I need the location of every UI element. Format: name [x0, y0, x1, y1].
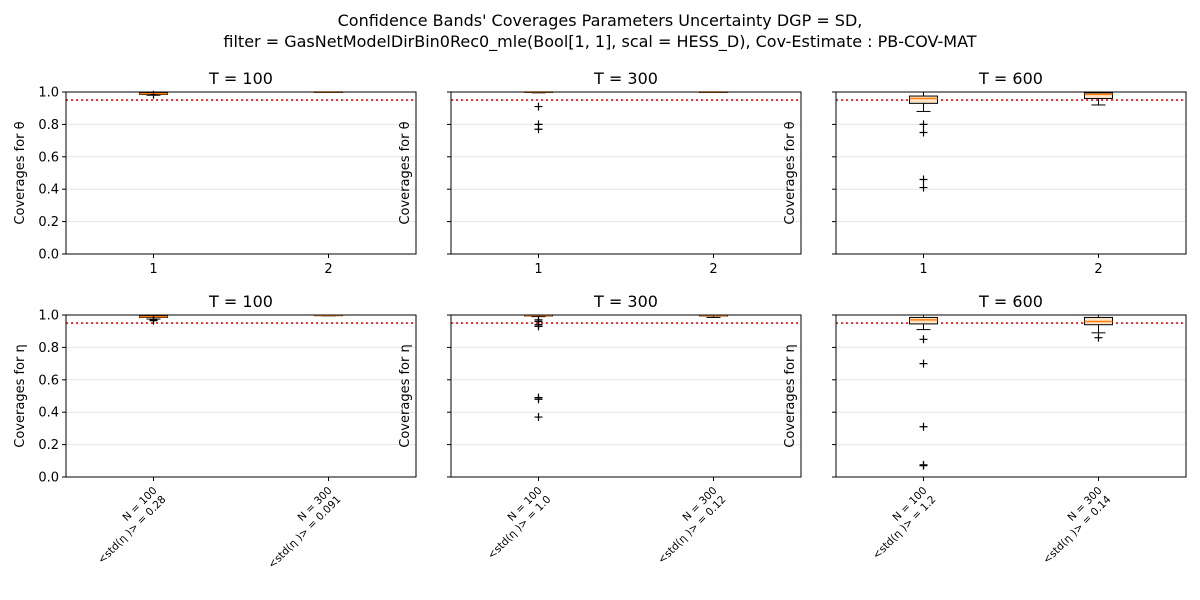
- y-axis-label: Coverages for η: [783, 344, 798, 447]
- box-body: [909, 316, 938, 325]
- y-axis-label: Coverages for θ: [783, 121, 798, 224]
- axes-frame: [450, 314, 802, 478]
- figure-title-line-2: filter = GasNetModelDirBin0Rec0_mle(Bool…: [223, 32, 976, 52]
- y-tick-label: 0.2: [38, 438, 59, 453]
- outlier-point: [534, 125, 543, 134]
- box-2: [1084, 91, 1113, 106]
- y-axis-label: Coverages for η: [398, 344, 413, 447]
- subplot-title: T = 600: [978, 69, 1043, 88]
- outlier-point: [919, 183, 928, 192]
- outlier-point: [534, 102, 543, 111]
- subplot-2: 1 2 T = 300 Coverages for θ: [398, 69, 802, 277]
- axes-frame: [450, 91, 802, 255]
- outlier-point: [534, 395, 543, 404]
- box-2: [1084, 314, 1113, 342]
- y-tick-label: 0.4: [38, 183, 59, 198]
- y-tick-label: 0.0: [38, 471, 59, 486]
- box-1: [524, 314, 553, 422]
- y-tick-label: 1.0: [38, 86, 59, 101]
- axes-frame: [65, 314, 417, 478]
- subplot-5: N = 100<std(η )> = 1.0 N = 300<std(η )> =…: [398, 292, 802, 567]
- subplot-title: T = 600: [978, 292, 1043, 311]
- outlier-point: [919, 175, 928, 184]
- subplot-6: N = 100<std(η )> = 1.2 N = 300<std(η )> =…: [783, 292, 1187, 566]
- x-tick-label: 1: [149, 262, 157, 277]
- axes-frame: [65, 91, 417, 255]
- subplot-title: T = 100: [208, 292, 273, 311]
- x-tick-label: 1: [919, 262, 927, 277]
- outlier-point: [919, 120, 928, 129]
- x-tick-label: 2: [709, 262, 717, 277]
- x-tick-label: N = 100<std(η )> = 0.28: [87, 485, 169, 567]
- y-tick-label: 0.6: [38, 150, 59, 165]
- outlier-point: [919, 422, 928, 431]
- box-1: [139, 314, 168, 325]
- x-tick-label: 2: [1094, 262, 1102, 277]
- outlier-point: [534, 413, 543, 422]
- x-tick-label: N = 100<std(η )> = 1.0: [477, 485, 554, 562]
- y-axis-label: Coverages for θ: [13, 121, 28, 224]
- y-axis-label: Coverages for θ: [398, 121, 413, 224]
- outlier-point: [919, 359, 928, 368]
- box-1: [909, 314, 938, 470]
- outlier-point: [534, 322, 543, 331]
- y-tick-label: 0.6: [38, 373, 59, 388]
- x-tick-label: N = 300<std(η )> = 0.14: [1032, 484, 1114, 566]
- y-tick-label: 0.0: [38, 248, 59, 263]
- figure-title-line-1: Confidence Bands' Coverages Parameters U…: [338, 11, 863, 30]
- x-tick-label: 1: [534, 262, 542, 277]
- x-tick-label: N = 100<std(η )> = 1.2: [862, 485, 939, 562]
- box-body: [1084, 92, 1113, 99]
- box-body: [909, 95, 938, 104]
- y-tick-label: 0.8: [38, 341, 59, 356]
- x-tick-label: N = 300<std(η )> = 0.12: [647, 485, 729, 567]
- y-axis-label: Coverages for η: [13, 344, 28, 447]
- y-tick-label: 0.4: [38, 406, 59, 421]
- x-tick-label: 2: [324, 262, 332, 277]
- subplot-1: 0.0 0.2 0.4 0.6 0.8 1.0 1 2 T = 100 Coverages for…: [13, 69, 417, 277]
- outlier-point: [919, 461, 928, 470]
- outlier-point: [919, 128, 928, 137]
- box-1: [909, 91, 938, 192]
- subplot-4: 0.0 0.2 0.4 0.6 0.8 1.0 N = 100<std(η )> = 0.2…: [13, 292, 417, 571]
- x-tick-label: N = 300<std(η )> = 0.091: [257, 485, 343, 571]
- subplot-title: T = 300: [593, 69, 658, 88]
- subplot-title: T = 300: [593, 292, 658, 311]
- y-tick-label: 0.8: [38, 118, 59, 133]
- outlier-point: [149, 316, 158, 325]
- box-1: [524, 91, 553, 134]
- outlier-point: [1094, 333, 1103, 342]
- axes-frame: [835, 91, 1187, 255]
- subplot-3: 1 2 T = 600 Coverages for θ: [783, 69, 1187, 277]
- axes-frame: [835, 314, 1187, 478]
- outlier-point: [919, 335, 928, 344]
- y-tick-label: 1.0: [38, 309, 59, 324]
- y-tick-label: 0.2: [38, 215, 59, 230]
- subplot-title: T = 100: [208, 69, 273, 88]
